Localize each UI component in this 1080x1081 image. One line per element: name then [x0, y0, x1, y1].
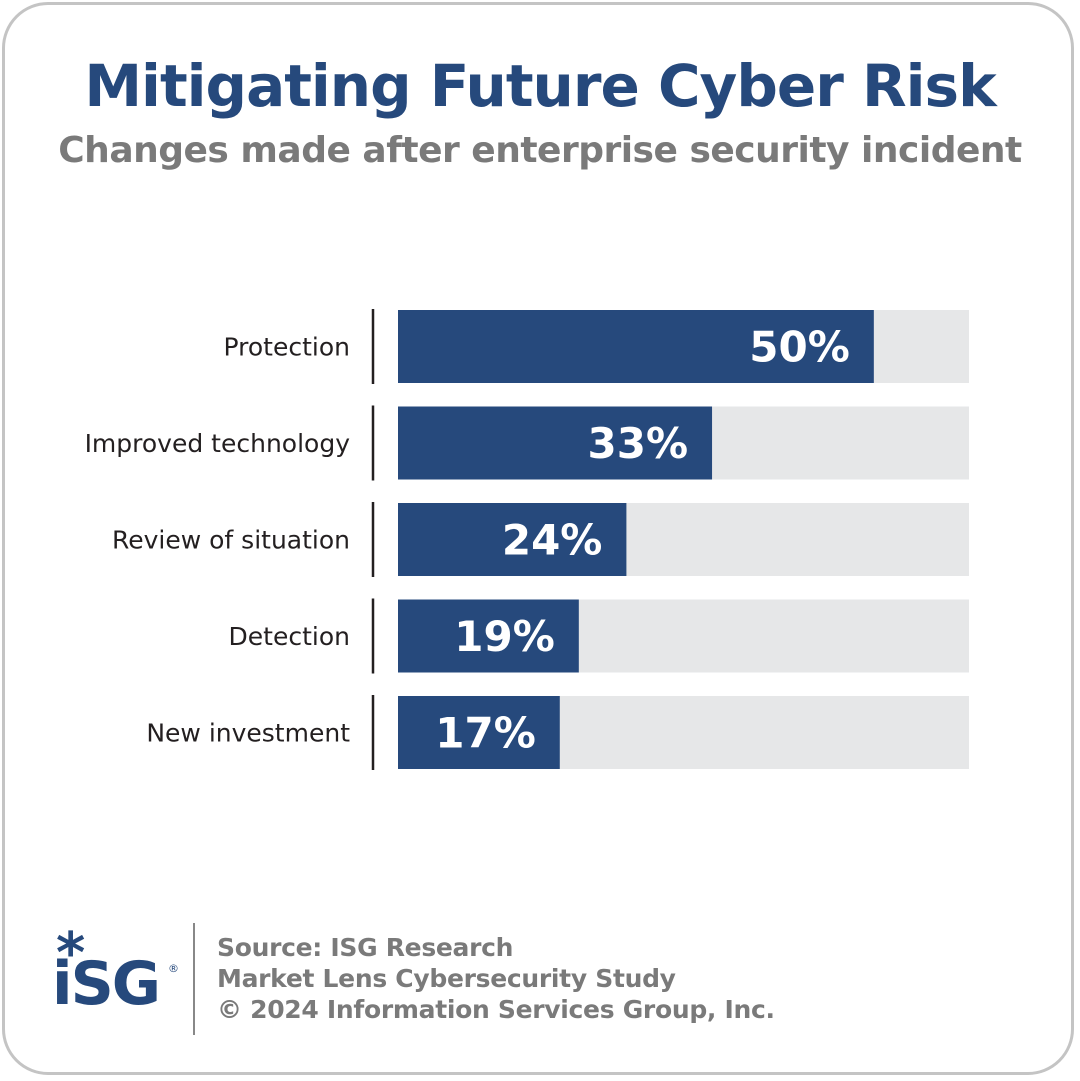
bar — [398, 310, 874, 383]
logo-wordmark: iSG — [52, 949, 161, 1019]
bar — [398, 503, 627, 576]
data-label: 17% — [435, 709, 536, 758]
bar — [398, 406, 713, 480]
bar — [398, 696, 560, 769]
source-line: Source: ISG Research — [217, 933, 514, 962]
data-label: 19% — [454, 612, 555, 661]
copyright-line: © 2024 Information Services Group, Inc. — [217, 995, 775, 1024]
study-line: Market Lens Cybersecurity Study — [217, 964, 676, 993]
source-note: Source: ISG Research Market Lens Cyberse… — [217, 932, 775, 1025]
category-label: Detection — [229, 622, 350, 651]
logo-star-icon: * — [56, 921, 86, 986]
category-label: Protection — [224, 333, 350, 362]
data-label: 33% — [588, 419, 689, 468]
data-label: 24% — [502, 516, 603, 565]
category-label: Improved technology — [85, 429, 351, 458]
bar — [398, 599, 579, 673]
chart-subtitle: Changes made after enterprise security i… — [58, 130, 1022, 171]
category-label: Review of situation — [112, 526, 350, 555]
chart-title: Mitigating Future Cyber Risk — [84, 52, 996, 120]
data-label: 50% — [749, 323, 850, 372]
isg-logo: * iSG ® — [52, 926, 184, 1028]
logo-registered-mark: ® — [168, 962, 179, 975]
category-label: New investment — [146, 719, 350, 748]
footer-divider — [193, 923, 195, 1035]
